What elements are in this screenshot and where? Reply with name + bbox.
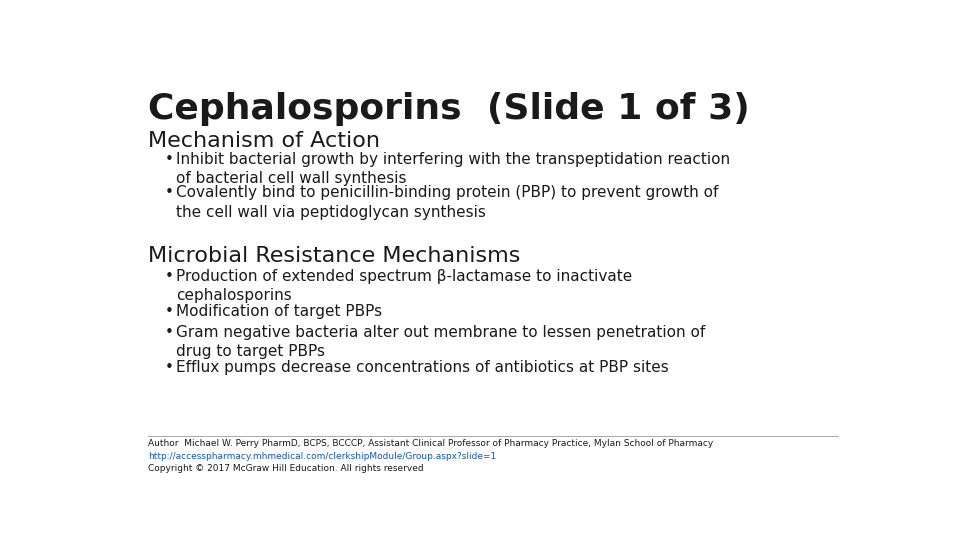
Text: •: • [165, 325, 174, 340]
Text: •: • [165, 360, 174, 375]
Text: Gram negative bacteria alter out membrane to lessen penetration of
drug to targe: Gram negative bacteria alter out membran… [176, 325, 705, 359]
Text: Copyright © 2017 McGraw Hill Education. All rights reserved: Copyright © 2017 McGraw Hill Education. … [148, 464, 424, 473]
Text: Author  Michael W. Perry PharmD, BCPS, BCCCP, Assistant Clinical Professor of Ph: Author Michael W. Perry PharmD, BCPS, BC… [148, 439, 713, 448]
Text: •: • [165, 185, 174, 200]
Text: Efflux pumps decrease concentrations of antibiotics at PBP sites: Efflux pumps decrease concentrations of … [176, 360, 668, 375]
Text: •: • [165, 268, 174, 284]
Text: http://accesspharmacy.mhmedical.com/clerkshipModule/Group.aspx?slide=1: http://accesspharmacy.mhmedical.com/cler… [148, 453, 496, 461]
Text: Production of extended spectrum β-lactamase to inactivate
cephalosporins: Production of extended spectrum β-lactam… [176, 268, 632, 303]
Text: Microbial Resistance Mechanisms: Microbial Resistance Mechanisms [148, 246, 520, 266]
Text: Covalently bind to penicillin-binding protein (PBP) to prevent growth of
the cel: Covalently bind to penicillin-binding pr… [176, 185, 718, 220]
Text: Cephalosporins  (Slide 1 of 3): Cephalosporins (Slide 1 of 3) [148, 92, 750, 126]
Text: •: • [165, 304, 174, 319]
Text: •: • [165, 152, 174, 167]
Text: Mechanism of Action: Mechanism of Action [148, 131, 380, 151]
Text: Inhibit bacterial growth by interfering with the transpeptidation reaction
of ba: Inhibit bacterial growth by interfering … [176, 152, 730, 186]
Text: Modification of target PBPs: Modification of target PBPs [176, 304, 382, 319]
